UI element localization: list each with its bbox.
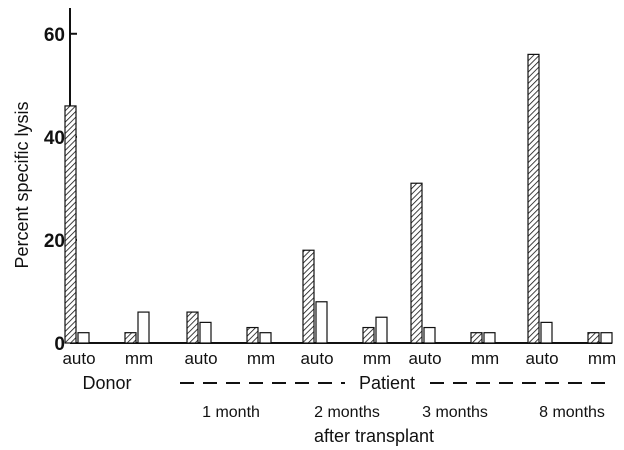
time-label: 8 months	[539, 404, 605, 421]
category-label-auto: auto	[184, 349, 217, 368]
category-label-auto: auto	[525, 349, 558, 368]
bar-open	[540, 321, 553, 344]
category-label-auto: auto	[408, 349, 441, 368]
bar-open	[375, 316, 388, 344]
category-label-mm: mm	[247, 349, 275, 368]
bar-hatched	[186, 311, 199, 344]
time-label: 2 months	[314, 404, 380, 421]
bar-hatched	[124, 332, 137, 344]
y-tick-label: 60	[44, 25, 65, 46]
category-label-mm: mm	[471, 349, 499, 368]
category-label-auto: auto	[300, 349, 333, 368]
footer-label: after transplant	[314, 426, 434, 446]
category-label-mm: mm	[588, 349, 616, 368]
time-label: 1 month	[202, 404, 260, 421]
category-label-mm: mm	[363, 349, 391, 368]
bar-hatched	[410, 182, 423, 344]
bar-hatched	[470, 332, 483, 344]
time-label: 3 months	[422, 404, 488, 421]
bar-hatched	[246, 326, 259, 344]
bar-hatched	[362, 326, 375, 344]
group-label-donor: Donor	[82, 373, 131, 393]
category-label-mm: mm	[125, 349, 153, 368]
group-label-patient: Patient	[359, 373, 415, 393]
y-axis-label: Percent specific lysis	[12, 101, 32, 268]
bar-open	[483, 332, 496, 344]
bar-open	[77, 332, 90, 344]
bar-hatched	[64, 105, 77, 344]
y-tick-label: 20	[44, 231, 65, 252]
bar-open	[259, 332, 272, 344]
bar-open	[600, 332, 613, 344]
bars	[64, 53, 613, 344]
bar-open	[423, 326, 436, 344]
axes: 0 20 40 60	[44, 8, 612, 355]
bar-open	[137, 311, 150, 344]
y-tick-label: 0	[54, 334, 65, 355]
bar-open	[315, 301, 328, 344]
bar-hatched	[302, 249, 315, 344]
bar-hatched	[527, 53, 540, 344]
category-label-auto: auto	[62, 349, 95, 368]
bar-hatched	[587, 332, 600, 344]
bar-open	[199, 321, 212, 344]
y-tick-label: 40	[44, 128, 65, 149]
